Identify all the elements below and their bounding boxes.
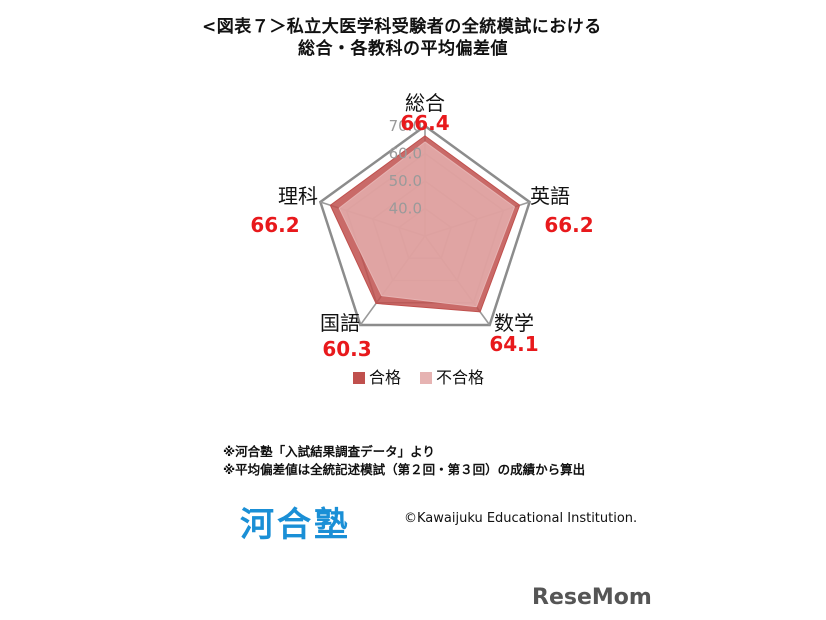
series-polygon-1 <box>338 141 516 308</box>
kawaijuku-logo: 河合塾 <box>240 505 351 545</box>
chart-title-line2: 総合・各教科の平均偏差値 <box>298 39 508 59</box>
legend-swatch <box>353 372 365 384</box>
axis-label: 英語 <box>530 184 570 208</box>
tick-label: 50.0 <box>389 172 422 190</box>
method-note: ※平均偏差値は全統記述模試（第２回・第３回）の成績から算出 <box>223 462 586 477</box>
axis-label: 国語 <box>320 311 360 335</box>
legend-entry: 不合格 <box>436 368 484 387</box>
value-label: 60.3 <box>322 337 371 361</box>
copyright-text: ©Kawaijuku Educational Institution. <box>404 511 638 526</box>
value-label: 64.1 <box>489 332 538 356</box>
radar-series <box>329 135 521 313</box>
chart-legend: 合格 不合格 <box>353 368 484 387</box>
legend-swatch <box>420 372 432 384</box>
value-label: 66.2 <box>544 213 593 237</box>
chart-title-line1: <図表７＞私立大医学科受験者の全統模試における <box>202 17 602 37</box>
radar-tick-labels: 40.0 50.0 60.0 70.0 <box>389 117 422 218</box>
tick-label: 70.0 <box>389 117 422 135</box>
value-label: 66.4 <box>400 111 449 135</box>
source-note: ※河合塾「入試結果調査データ」より <box>223 444 435 459</box>
grid-ring <box>318 124 532 327</box>
axis-label: 総合 <box>405 91 445 115</box>
legend-entry: 合格 <box>369 368 401 387</box>
axis-label: 理科 <box>278 184 318 208</box>
value-label: 66.2 <box>250 213 299 237</box>
axis-label: 数学 <box>494 311 534 335</box>
resemom-watermark: ReseMom <box>532 585 652 610</box>
tick-label: 60.0 <box>389 145 422 163</box>
tick-label: 40.0 <box>389 200 422 218</box>
